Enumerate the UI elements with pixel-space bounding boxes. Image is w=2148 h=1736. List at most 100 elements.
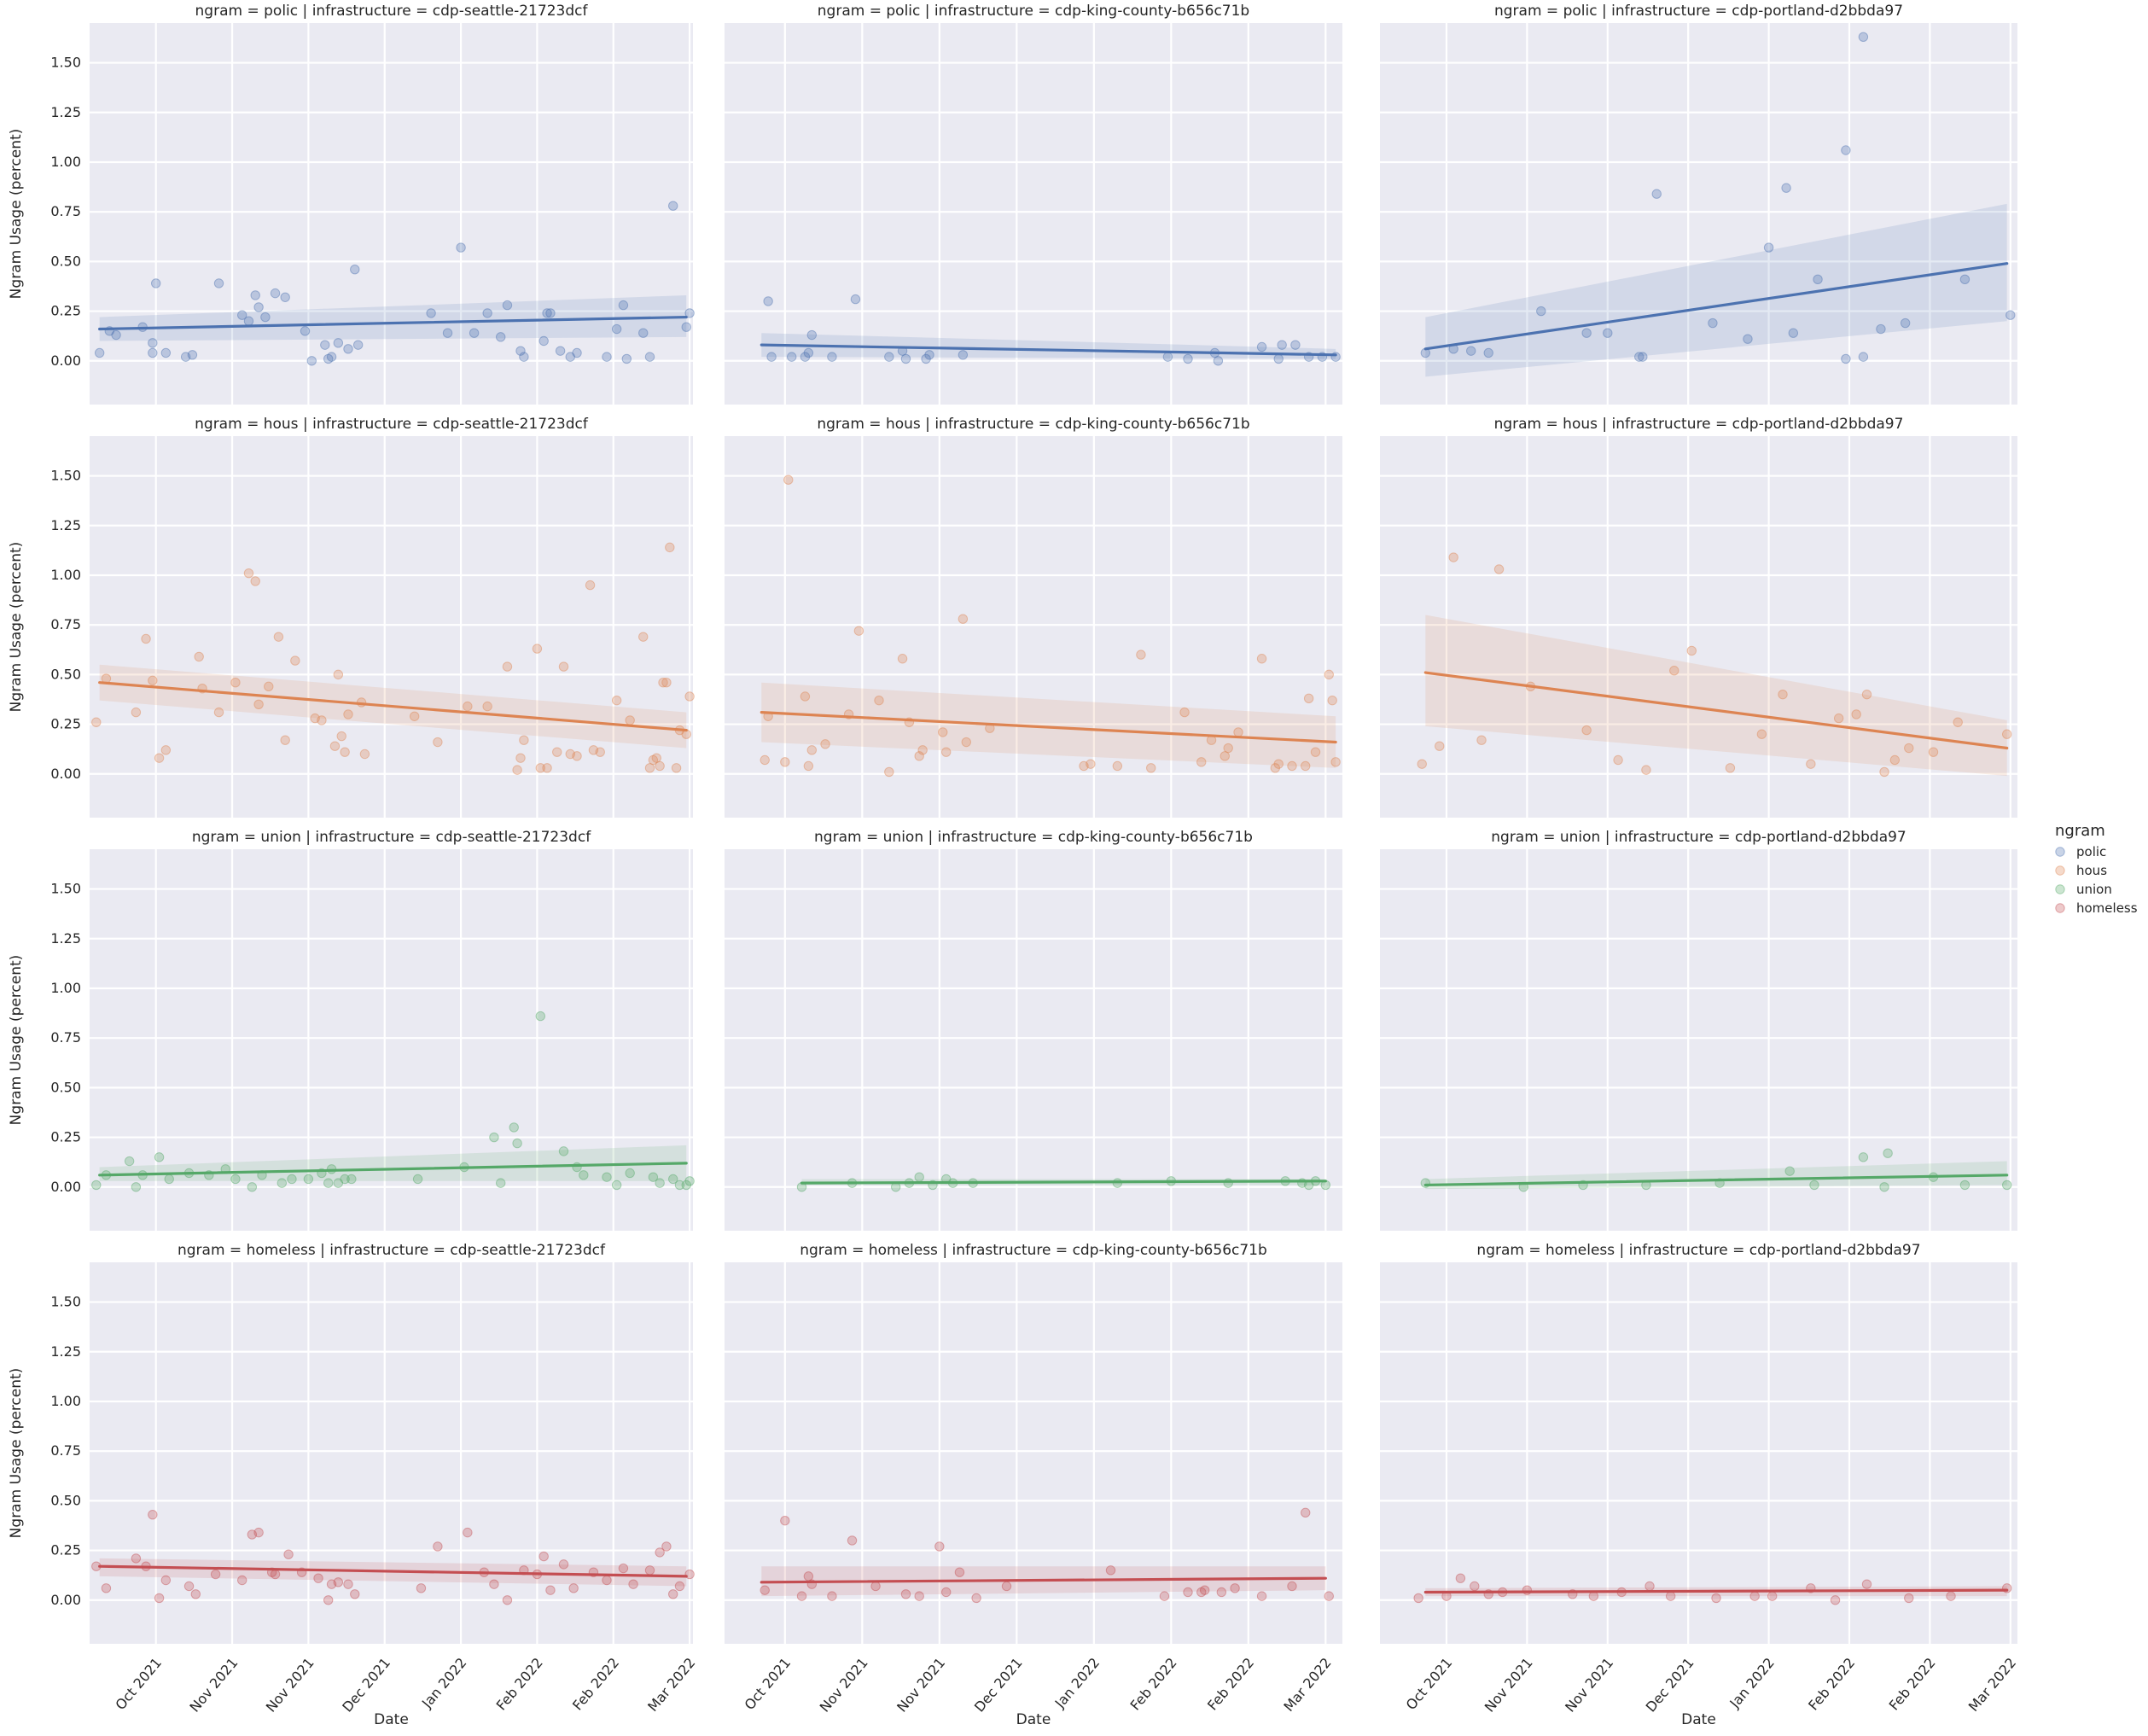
panel-background (1380, 1262, 2017, 1644)
data-point (558, 1146, 569, 1156)
data-point (565, 352, 575, 362)
data-point (141, 633, 151, 644)
data-point (545, 1585, 556, 1595)
legend-marker-hous (2055, 865, 2065, 876)
legend: ngram polic hous union homeless (2055, 822, 2138, 916)
data-point (1290, 340, 1301, 350)
data-point (154, 1152, 165, 1162)
data-point (579, 1170, 589, 1180)
data-point (625, 1168, 635, 1179)
data-point (1851, 709, 1861, 719)
facet-title-part: infrastructure (312, 3, 411, 20)
facet-title-part: cdp-seattle-21723dcf (433, 416, 589, 433)
facet-title-part: ngram (814, 829, 862, 846)
data-point (250, 290, 260, 300)
data-point (210, 1569, 221, 1580)
data-point (313, 1573, 323, 1583)
data-point (1928, 747, 1939, 757)
data-point (1879, 1182, 1889, 1192)
data-point (1179, 707, 1190, 718)
data-point (552, 747, 562, 757)
data-point (1310, 747, 1321, 757)
data-point (655, 1547, 665, 1558)
y-tick-label: 1.50 (50, 55, 81, 71)
data-point (1196, 757, 1207, 767)
y-tick-label: 1.50 (50, 881, 81, 897)
data-point (934, 1541, 945, 1552)
data-point (684, 308, 695, 318)
data-point (1220, 751, 1230, 761)
data-point (648, 1172, 659, 1182)
data-point (558, 1559, 569, 1570)
facet-title-part: union (260, 829, 300, 846)
data-point (1763, 242, 1774, 253)
data-point (1466, 346, 1476, 356)
data-point (1270, 763, 1281, 773)
data-point (131, 707, 142, 718)
data-point (938, 727, 948, 737)
y-axis-label: Ngram Usage (percent) (8, 129, 25, 300)
data-point (1743, 334, 1753, 344)
data-point (154, 753, 165, 763)
data-point (343, 344, 353, 354)
data-point (495, 332, 506, 342)
data-point (661, 677, 672, 688)
regression-line (98, 1162, 688, 1177)
x-tick-label: Nov 2021 (894, 1655, 948, 1716)
facet-title: ngram = hous | infrastructure = cdp-port… (1494, 416, 1904, 433)
legend-label-hous: hous (2076, 863, 2107, 878)
data-point (954, 1567, 965, 1577)
data-point (1953, 717, 1963, 727)
data-point (333, 1577, 344, 1587)
facet-polic-0: ngram = polic | infrastructure = cdp-sea… (8, 3, 695, 405)
data-point (131, 1182, 142, 1192)
data-point (277, 1178, 288, 1188)
data-point (433, 737, 443, 748)
data-point (1413, 1593, 1423, 1604)
data-point (1001, 1581, 1012, 1592)
regression-line (1423, 671, 2009, 750)
data-point (310, 713, 320, 724)
data-point (1861, 1579, 1872, 1589)
x-tick-label: Dec 2021 (971, 1655, 1026, 1716)
data-point (1287, 1581, 1297, 1592)
data-point (766, 352, 777, 362)
y-axis-label: Ngram Usage (percent) (8, 1368, 25, 1539)
data-point (1641, 765, 1651, 775)
facet-title: ngram = hous | infrastructure = cdp-seat… (195, 416, 589, 433)
data-point (884, 766, 894, 778)
data-point (1327, 695, 1337, 706)
data-point (1196, 1587, 1207, 1598)
x-tick-label: Jan 2022 (418, 1655, 469, 1712)
data-point (763, 296, 773, 306)
data-point (611, 323, 622, 335)
panel-background (90, 1262, 693, 1644)
y-tick-label: 1.25 (50, 1343, 81, 1360)
data-point (463, 701, 473, 712)
data-point (213, 707, 224, 718)
data-point (684, 691, 695, 702)
data-point (638, 632, 649, 642)
data-point (803, 347, 814, 358)
x-tick-label: Nov 2021 (817, 1655, 871, 1716)
data-point (260, 312, 271, 323)
y-tick-label: 0.25 (50, 1129, 81, 1145)
data-point (306, 356, 317, 366)
facet-title-part: union (883, 829, 923, 846)
facet-homeless-1: ngram = homeless | infrastructure = cdp-… (725, 1242, 1342, 1728)
data-point (1136, 650, 1146, 660)
data-point (655, 760, 665, 772)
data-point (611, 695, 622, 706)
data-point (1223, 743, 1233, 754)
data-point (1946, 1591, 1956, 1601)
data-point (1904, 1593, 1914, 1604)
panel-background (725, 436, 1342, 818)
facet-title-part: ngram (817, 416, 864, 433)
x-axis-label: Date (1016, 1711, 1051, 1728)
data-point (847, 1535, 858, 1546)
facet-polic-1: ngram = polic | infrastructure = cdp-kin… (725, 3, 1342, 405)
data-point (350, 264, 360, 275)
data-point (1861, 689, 1872, 700)
data-point (463, 1527, 473, 1538)
